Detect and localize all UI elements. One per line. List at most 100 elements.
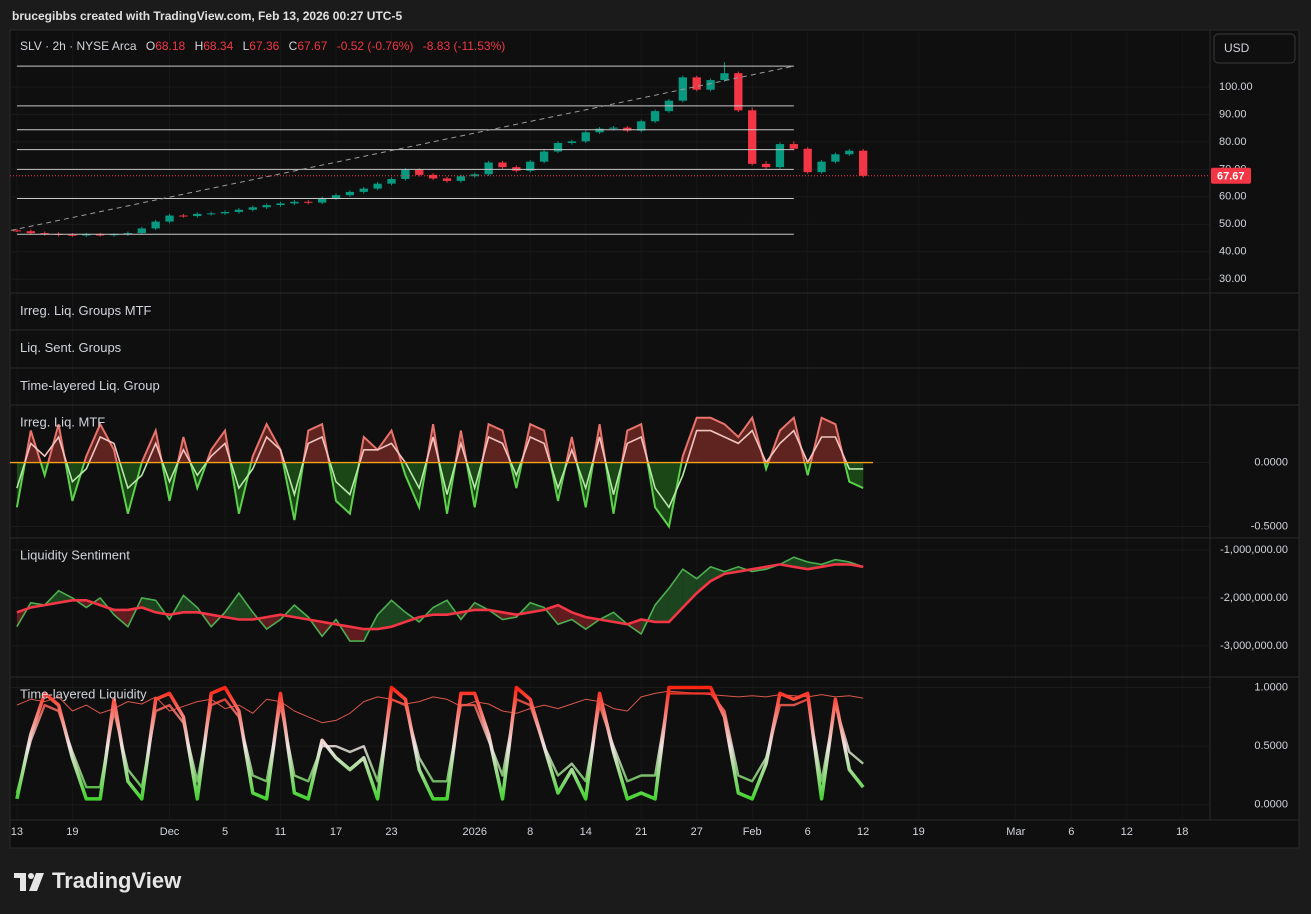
band-fill <box>377 600 392 630</box>
candle-body <box>234 209 244 212</box>
x-tick-label: Mar <box>1006 826 1025 838</box>
candle-body <box>96 234 105 236</box>
band-fill <box>238 593 253 620</box>
band-fill <box>114 609 128 627</box>
candle-body <box>845 150 854 155</box>
candle-body <box>484 162 493 175</box>
x-tick-label: 13 <box>11 826 23 838</box>
x-tick-label: 17 <box>330 826 342 838</box>
x-tick-label: 18 <box>1176 826 1188 838</box>
y-tick-label: 0.0000 <box>1254 799 1288 811</box>
candle-body <box>290 201 299 204</box>
x-tick-label: 19 <box>913 826 925 838</box>
y-tick-label: -3,000,000.00 <box>1220 640 1288 652</box>
ohlc-label: O <box>145 39 156 53</box>
candle-body <box>553 142 563 152</box>
candle-body <box>304 201 313 203</box>
candle-body <box>276 203 285 206</box>
candles <box>12 62 868 237</box>
brand-name: TradingView <box>52 868 182 893</box>
y-tick-label: 30.00 <box>1219 273 1247 285</box>
band-fill <box>655 588 669 622</box>
candle-body <box>387 178 396 184</box>
candle-body <box>359 188 368 192</box>
ohlc-label: C <box>288 39 298 53</box>
x-tick-label: 6 <box>805 826 811 838</box>
candle-body <box>720 73 729 81</box>
trendline <box>10 65 794 231</box>
layer-line <box>15 685 865 801</box>
candle-body <box>82 234 91 236</box>
x-tick-label: 27 <box>691 826 703 838</box>
candle-body <box>775 144 785 168</box>
x-tick-label: 8 <box>527 826 533 838</box>
y-tick-label: 60.00 <box>1219 191 1247 203</box>
ohlc-value: 68.18 <box>155 39 186 53</box>
change-total: -8.83 (-11.53%) <box>422 39 506 53</box>
band-fill <box>696 566 711 594</box>
band-fill <box>266 614 281 630</box>
candle-body <box>68 234 77 236</box>
pane-title: Time-layered Liq. Group <box>20 378 160 393</box>
y-tick-label: 50.00 <box>1219 218 1247 230</box>
band-fill <box>391 600 406 627</box>
band-fill <box>349 626 364 642</box>
band-fill <box>225 593 239 620</box>
ohlc-value: 67.36 <box>249 39 280 53</box>
candle-body <box>567 141 577 143</box>
price-legend: SLV · 2h · NYSE Arca O68.18 H68.34 L67.3… <box>20 39 511 53</box>
band-fill <box>183 595 198 613</box>
chart-frame <box>9 29 1300 849</box>
candle-body <box>345 191 355 196</box>
x-tick-label: Dec <box>160 826 180 838</box>
candle-body <box>206 213 216 215</box>
candle-body <box>123 233 133 235</box>
candle-body <box>12 230 22 232</box>
y-tick-label: 80.00 <box>1219 136 1247 148</box>
change: -0.52 (-0.76%) <box>336 39 414 53</box>
candle-body <box>637 121 646 131</box>
candle-body <box>179 215 188 217</box>
band-fill <box>668 569 683 622</box>
x-tick-label: 14 <box>580 826 592 838</box>
candle-body <box>803 148 812 173</box>
pane-title: Liquidity Sentiment <box>20 547 130 562</box>
candle-body <box>498 162 507 168</box>
x-tick-label: 19 <box>66 826 78 838</box>
candle-body <box>165 215 174 222</box>
layer-line <box>15 692 864 794</box>
ohlc-value: 68.34 <box>203 39 234 53</box>
symbol: SLV · 2h · NYSE Arca <box>20 39 137 53</box>
candle-body <box>317 198 327 203</box>
candle-body <box>595 128 604 133</box>
candle-body <box>692 77 701 90</box>
y-tick-label: -2,000,000.00 <box>1220 592 1288 604</box>
candle-body <box>706 80 715 90</box>
candle-body <box>761 163 771 168</box>
band-fill <box>433 600 447 615</box>
candle-body <box>428 174 438 179</box>
x-tick-label: 11 <box>275 826 286 838</box>
y-tick-label: 1.0000 <box>1254 681 1288 693</box>
candle-body <box>26 231 35 234</box>
candle-body <box>817 161 826 173</box>
pane-title: Liq. Sent. Groups <box>20 340 122 355</box>
candle-body <box>539 151 549 162</box>
candle-body <box>623 127 632 131</box>
candle-body <box>734 73 743 111</box>
last-price-box <box>1211 167 1251 184</box>
candle-body <box>442 178 452 181</box>
pane-title: Irreg. Liq. Groups MTF <box>20 303 152 318</box>
candle-body <box>609 127 618 129</box>
band-fill <box>557 605 572 625</box>
currency-button[interactable] <box>1213 33 1296 64</box>
oscillator-line <box>16 429 864 509</box>
pane-title: Irreg. Liq. MTF <box>20 414 105 429</box>
y-tick-label: 0.5000 <box>1254 740 1288 752</box>
x-tick-label: 5 <box>222 826 228 838</box>
attribution: brucegibbs created with TradingView.com,… <box>12 9 403 23</box>
candle-body <box>151 221 160 229</box>
x-tick-label: 2026 <box>462 826 486 838</box>
